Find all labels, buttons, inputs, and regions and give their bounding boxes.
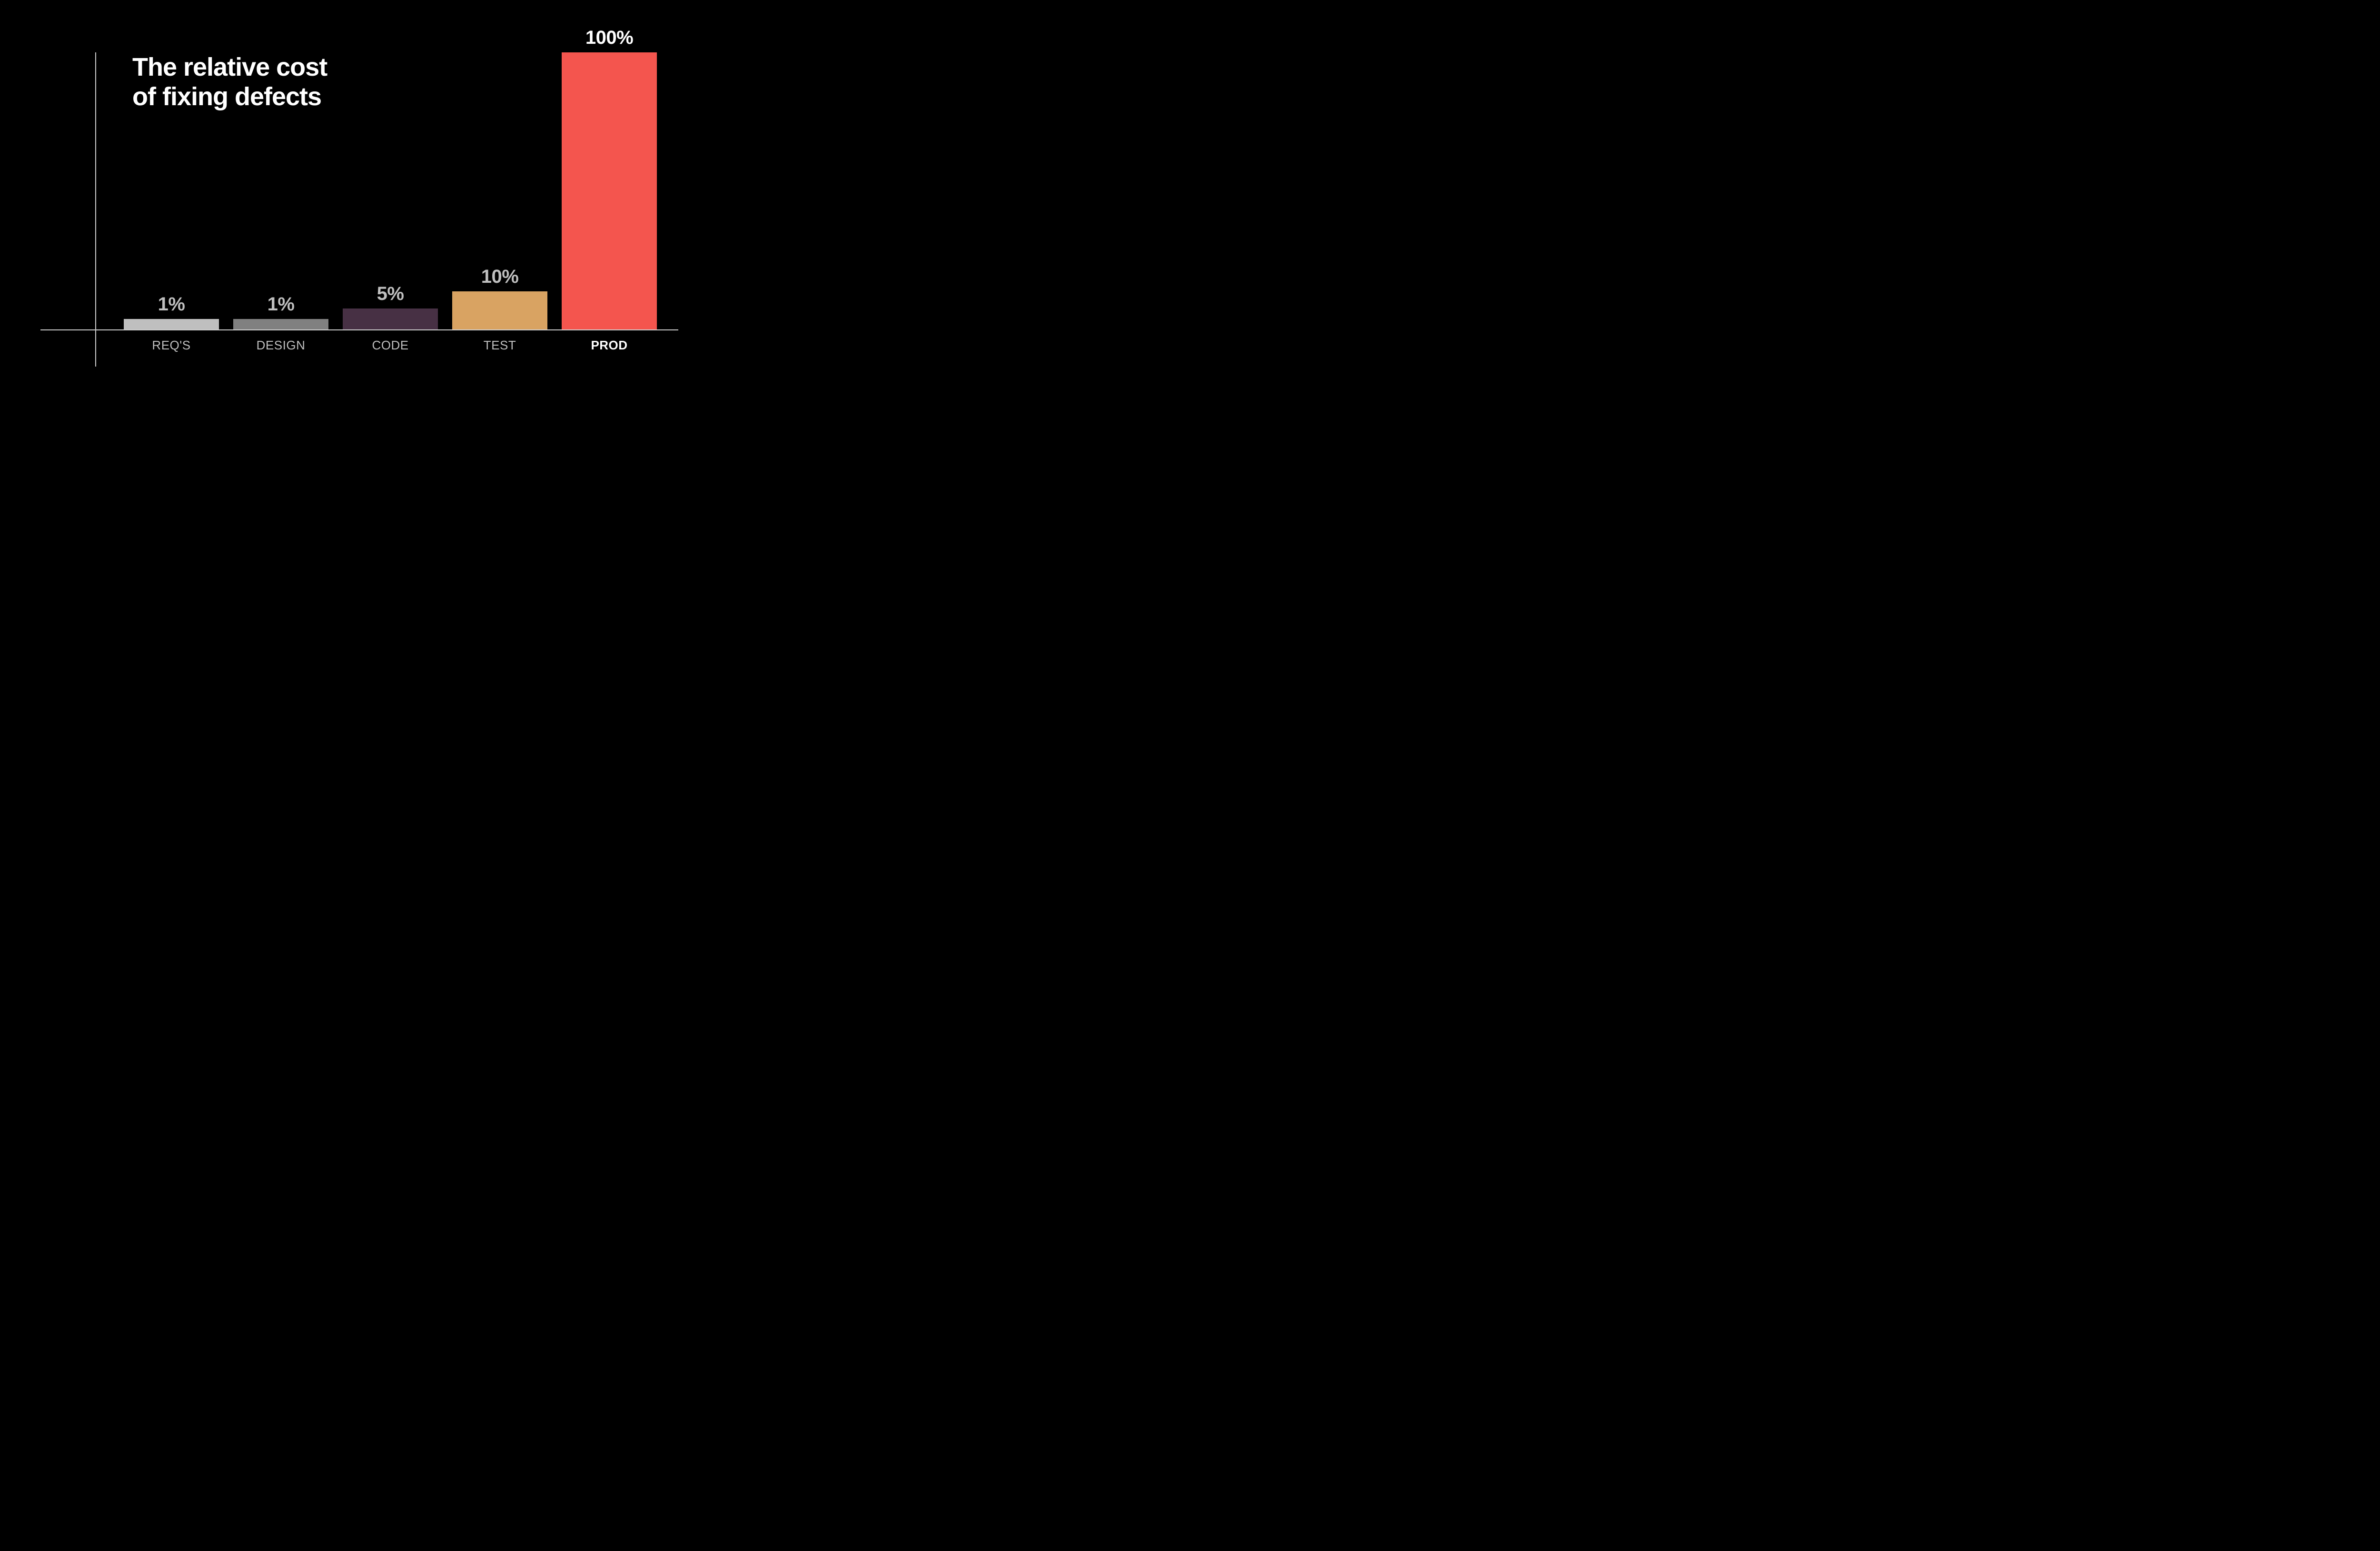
x-axis [40, 329, 678, 330]
bar-value: 1% [268, 294, 295, 315]
bar [233, 319, 328, 329]
bar [343, 308, 438, 329]
bar [124, 319, 219, 329]
x-label: REQ'S [124, 338, 219, 353]
bar-group-design: 1% [233, 294, 328, 329]
chart-container: The relative cost of fixing defects 1% 1… [95, 52, 666, 357]
x-label: CODE [343, 338, 438, 353]
bar-value: 100% [585, 27, 633, 49]
x-label: PROD [562, 338, 657, 353]
bar-value: 5% [377, 283, 404, 305]
bar-group-code: 5% [343, 283, 438, 329]
bars-area: 1% 1% 5% 10% 100% [124, 52, 657, 329]
bar-group-reqs: 1% [124, 294, 219, 329]
x-label: TEST [452, 338, 547, 353]
y-axis [95, 52, 96, 367]
bar [452, 291, 547, 329]
bar [562, 52, 657, 329]
x-label: DESIGN [233, 338, 328, 353]
bar-value: 10% [481, 266, 519, 288]
bar-group-prod: 100% [562, 27, 657, 329]
bar-value: 1% [158, 294, 185, 315]
bar-group-test: 10% [452, 266, 547, 329]
x-labels: REQ'S DESIGN CODE TEST PROD [124, 338, 657, 353]
